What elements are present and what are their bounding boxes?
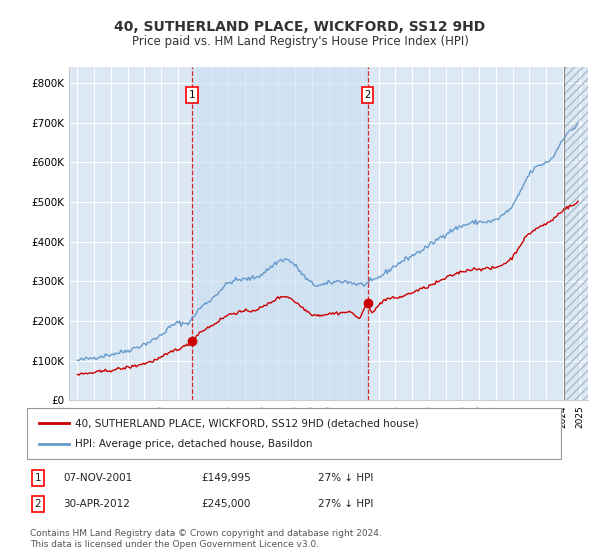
Bar	[192, 67, 368, 400]
Text: 2: 2	[34, 499, 41, 509]
Text: 27% ↓ HPI: 27% ↓ HPI	[318, 473, 373, 483]
Text: 40, SUTHERLAND PLACE, WICKFORD, SS12 9HD: 40, SUTHERLAND PLACE, WICKFORD, SS12 9HD	[115, 20, 485, 34]
Text: Price paid vs. HM Land Registry's House Price Index (HPI): Price paid vs. HM Land Registry's House …	[131, 35, 469, 48]
Text: 30-APR-2012: 30-APR-2012	[63, 499, 130, 509]
Text: 2: 2	[364, 90, 371, 100]
Bar	[564, 67, 588, 400]
Text: 1: 1	[34, 473, 41, 483]
Text: 07-NOV-2001: 07-NOV-2001	[63, 473, 132, 483]
Text: 27% ↓ HPI: 27% ↓ HPI	[318, 499, 373, 509]
Text: HPI: Average price, detached house, Basildon: HPI: Average price, detached house, Basi…	[75, 438, 313, 449]
Text: £149,995: £149,995	[201, 473, 251, 483]
Text: Contains HM Land Registry data © Crown copyright and database right 2024.
This d: Contains HM Land Registry data © Crown c…	[30, 529, 382, 549]
Text: £245,000: £245,000	[201, 499, 250, 509]
Text: 40, SUTHERLAND PLACE, WICKFORD, SS12 9HD (detached house): 40, SUTHERLAND PLACE, WICKFORD, SS12 9HD…	[75, 418, 419, 428]
Text: 1: 1	[189, 90, 195, 100]
